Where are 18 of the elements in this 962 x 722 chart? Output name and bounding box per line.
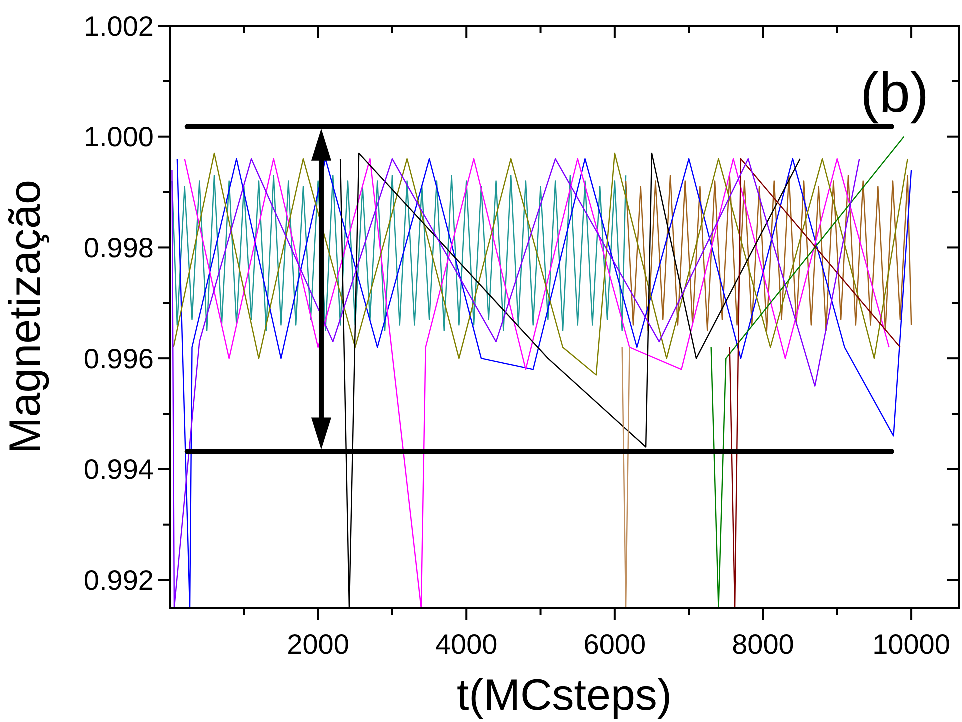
x-tick-label: 8000 [732, 629, 794, 660]
y-tick-label: 1.002 [84, 10, 154, 42]
line-series [710, 136, 905, 609]
y-tick-label: 0.998 [84, 232, 154, 264]
line-series [173, 152, 908, 376]
annotation: (b) [860, 61, 929, 124]
x-tick-label: 6000 [584, 629, 646, 660]
y-axis-title: Magnetização [1, 180, 50, 454]
x-axis-title: t(MCsteps) [456, 671, 672, 720]
line-series [172, 175, 627, 332]
y-tick-label: 0.992 [84, 565, 154, 596]
x-tick-label: 4000 [435, 629, 498, 660]
x-tick-label: 2000 [287, 629, 350, 660]
y-tick-label: 0.996 [84, 343, 154, 374]
y-tick-label: 1.000 [84, 122, 154, 153]
y-tick-label: 0.994 [84, 454, 154, 486]
x-tick-label: 10000 [872, 629, 950, 660]
line-series [625, 175, 912, 332]
